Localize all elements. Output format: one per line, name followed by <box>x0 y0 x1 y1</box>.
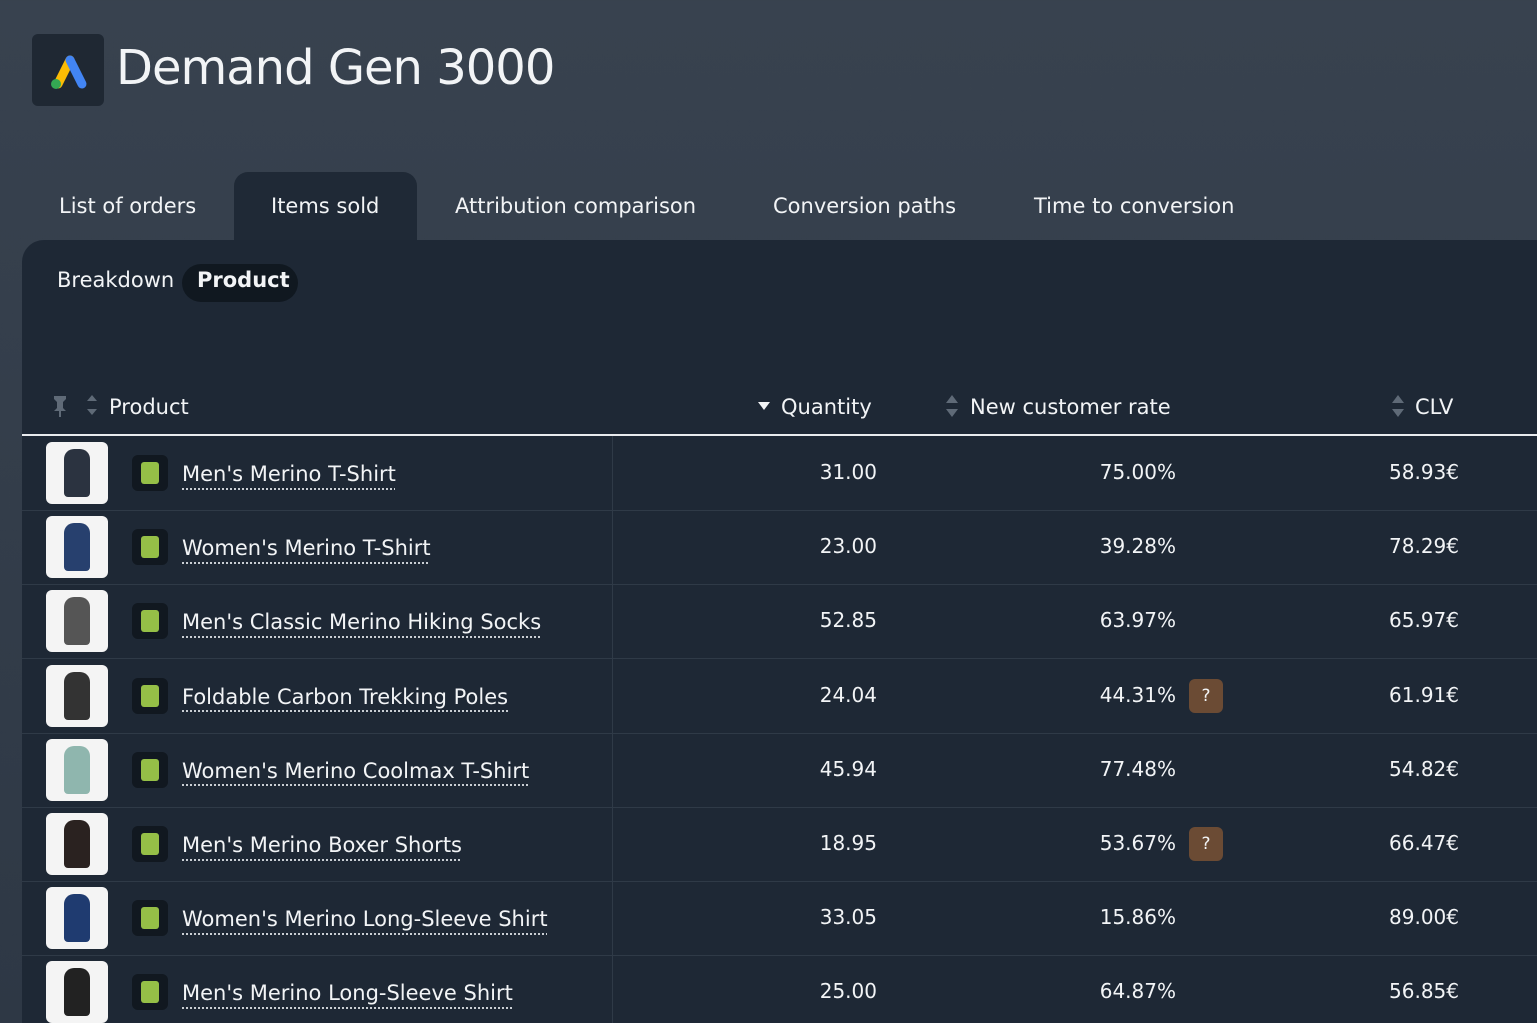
sort-icon <box>946 395 958 417</box>
panel <box>22 240 1537 1023</box>
quantity: 18.95 <box>819 831 877 855</box>
clv: 89.00€ <box>1389 905 1459 930</box>
info-badge[interactable]: ? <box>1189 827 1223 861</box>
product-figure <box>64 968 90 1017</box>
clv: 66.47€ <box>1389 831 1459 855</box>
sort-icon <box>1392 395 1404 417</box>
app-logo <box>32 34 104 106</box>
page-title: Demand Gen 3000 <box>116 40 555 96</box>
product-figure <box>64 820 90 868</box>
row-separator <box>22 510 1537 511</box>
clv: 78.29€ <box>1389 534 1459 559</box>
info-badge[interactable]: ? <box>1189 678 1223 713</box>
tab[interactable]: Attribution comparison <box>455 194 697 218</box>
quantity: 33.05 <box>819 905 877 930</box>
new-customer-rate: 53.67% <box>1099 831 1176 855</box>
sort-desc-icon <box>758 402 770 410</box>
quantity: 31.00 <box>819 460 877 484</box>
shopify-icon <box>141 758 159 781</box>
row-separator <box>22 732 1537 734</box>
shopify-icon <box>141 907 159 930</box>
new-customer-rate: 75.00% <box>1099 460 1176 484</box>
header-rule <box>22 434 1537 436</box>
product-name[interactable]: Women's Merino T-Shirt <box>182 536 431 561</box>
shopify-icon <box>141 610 159 633</box>
row-separator <box>22 955 1537 957</box>
row-separator <box>22 881 1537 882</box>
logo-icon <box>51 55 87 89</box>
column-divider <box>612 436 613 1023</box>
new-customer-rate: 44.31% <box>1099 682 1176 707</box>
column-header[interactable]: Quantity <box>781 395 872 419</box>
product-figure <box>64 894 90 943</box>
shopify-icon <box>141 833 159 855</box>
shopify-icon <box>141 684 159 707</box>
product-figure <box>64 449 90 497</box>
new-customer-rate: 63.97% <box>1099 608 1176 633</box>
product-figure <box>64 523 90 572</box>
product-name[interactable]: Men's Merino T-Shirt <box>182 462 396 486</box>
clv: 56.85€ <box>1389 979 1459 1004</box>
header-icons <box>54 395 97 417</box>
row-separator <box>22 658 1537 660</box>
clv: 61.91€ <box>1389 682 1459 707</box>
product-name[interactable]: Women's Merino Long-Sleeve Shirt <box>182 907 548 932</box>
quantity: 23.00 <box>819 534 877 559</box>
row-separator <box>22 584 1537 586</box>
row-separator <box>22 806 1537 808</box>
shopify-icon <box>141 536 159 559</box>
product-figure <box>64 745 90 794</box>
quantity: 52.85 <box>819 608 877 633</box>
quantity: 25.00 <box>819 979 877 1004</box>
shopify-icon <box>141 981 159 1004</box>
column-header[interactable]: New customer rate <box>970 395 1171 419</box>
clv: 54.82€ <box>1389 756 1459 781</box>
breakdown-label: Breakdown <box>57 268 175 292</box>
breakdown-value[interactable]: Product <box>197 268 290 292</box>
tab[interactable]: Items sold <box>271 194 380 218</box>
product-figure <box>64 597 90 646</box>
product-figure <box>64 671 90 720</box>
quantity: 24.04 <box>819 682 877 707</box>
clv: 65.97€ <box>1389 608 1459 633</box>
product-name[interactable]: Men's Merino Long-Sleeve Shirt <box>182 981 513 1006</box>
tab[interactable]: Conversion paths <box>773 194 957 218</box>
product-name[interactable]: Foldable Carbon Trekking Poles <box>182 684 509 709</box>
column-header[interactable]: Product <box>109 395 189 419</box>
product-name[interactable]: Men's Merino Boxer Shorts <box>182 833 462 857</box>
quantity: 45.94 <box>819 756 877 781</box>
new-customer-rate: 64.87% <box>1099 979 1176 1004</box>
new-customer-rate: 77.48% <box>1099 756 1176 781</box>
tab[interactable]: Time to conversion <box>1034 194 1235 218</box>
clv: 58.93€ <box>1389 460 1459 484</box>
breakdown-chip[interactable] <box>182 264 298 302</box>
product-name[interactable]: Women's Merino Coolmax T-Shirt <box>182 758 530 783</box>
tab[interactable]: List of orders <box>59 194 197 218</box>
active-tab-bg <box>234 172 417 242</box>
product-name[interactable]: Men's Classic Merino Hiking Socks <box>182 610 542 635</box>
column-header[interactable]: CLV <box>1415 395 1454 419</box>
shopify-icon <box>141 462 159 484</box>
new-customer-rate: 39.28% <box>1099 534 1176 559</box>
new-customer-rate: 15.86% <box>1099 905 1176 930</box>
